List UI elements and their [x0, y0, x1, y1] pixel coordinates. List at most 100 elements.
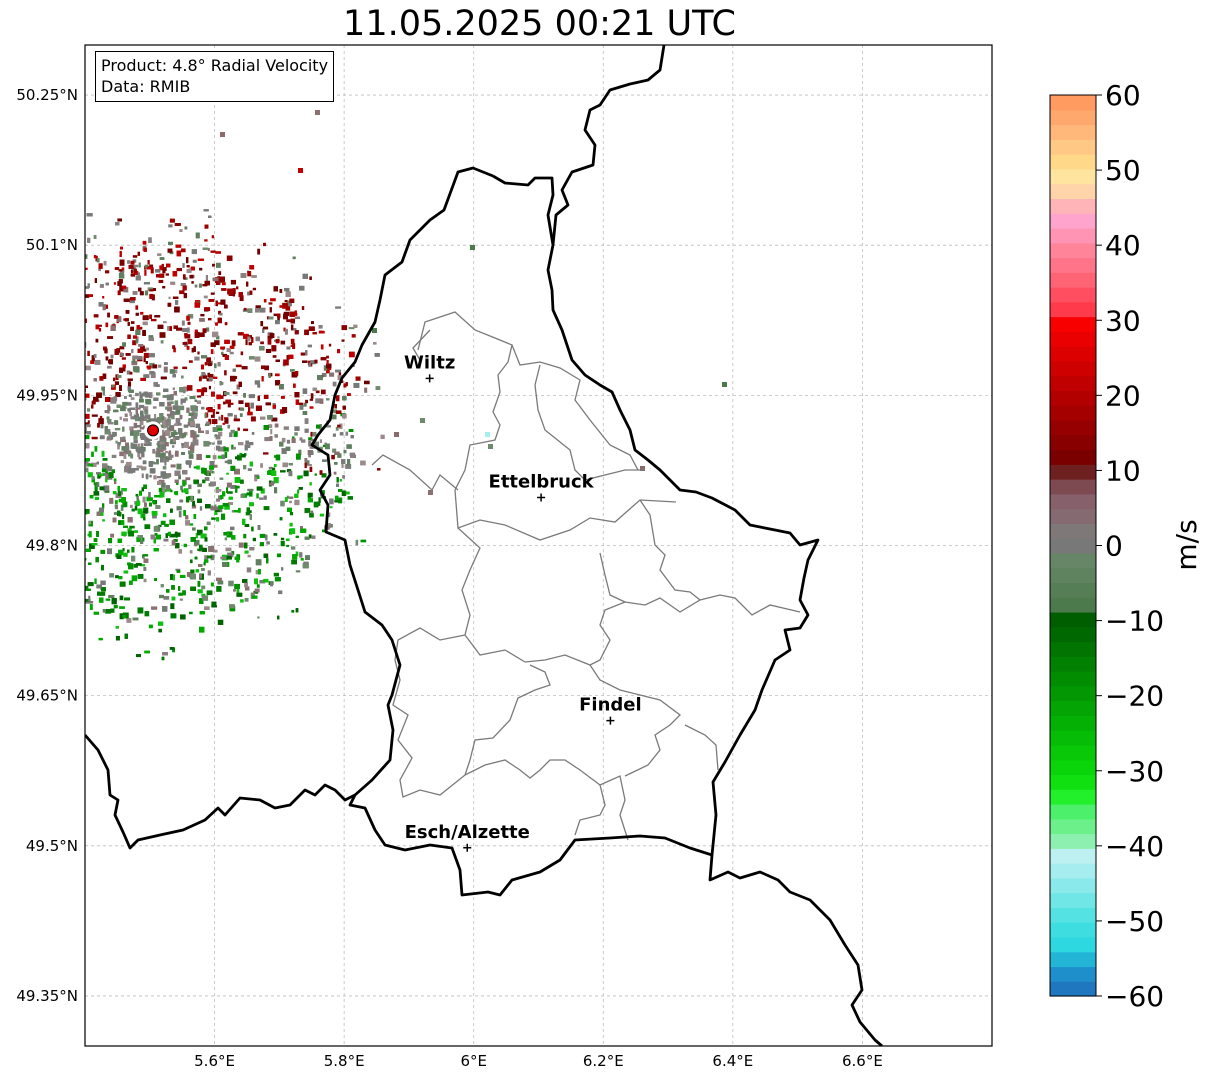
echo-pixel	[76, 440, 79, 443]
echo-pixel	[288, 462, 293, 466]
echo-pixel	[32, 323, 35, 327]
echo-pixel	[133, 530, 138, 533]
echo-pixel	[200, 313, 205, 317]
echo-pixel	[40, 352, 44, 357]
echo-pixel	[39, 577, 44, 582]
echo-pixel	[8, 452, 13, 454]
echo-pixel	[68, 494, 71, 499]
echo-pixel	[12, 447, 16, 453]
echo-pixel	[161, 416, 165, 422]
grid-lines	[85, 45, 992, 1046]
echo-pixel	[81, 457, 84, 461]
echo-pixel	[138, 457, 142, 460]
echo-pixel	[220, 346, 226, 350]
echo-pixel	[232, 368, 236, 372]
echo-pixel	[311, 321, 314, 325]
echo-pixel	[194, 329, 198, 333]
echo-pixel	[173, 325, 178, 329]
echo-pixel	[244, 307, 247, 311]
echo-pixel	[309, 512, 314, 518]
echo-pixel	[68, 463, 71, 466]
echo-pixel	[277, 615, 280, 620]
echo-pixel	[48, 277, 51, 282]
echo-pixel	[48, 277, 51, 282]
echo-pixel	[262, 328, 265, 333]
echo-pixel	[263, 425, 269, 430]
echo-pixel	[331, 454, 335, 460]
echo-pixel	[46, 454, 50, 460]
echo-pixel	[334, 462, 338, 465]
echo-pixel	[178, 474, 181, 480]
echo-pixel	[141, 473, 144, 479]
echo-pixel	[176, 327, 183, 331]
echo-pixel	[140, 377, 147, 381]
echo-pixel	[78, 516, 83, 518]
echo-pixel	[195, 532, 198, 539]
echo-pixel	[60, 360, 65, 366]
echo-pixel	[53, 314, 56, 316]
echo-pixel	[71, 271, 73, 276]
echo-pixel	[17, 340, 23, 343]
echo-pixel	[5, 341, 7, 347]
echo-pixel	[249, 290, 253, 295]
echo-pixel	[302, 273, 308, 279]
echo-pixel	[214, 363, 217, 369]
echo-pixel	[236, 556, 240, 563]
echo-pixel	[36, 569, 40, 572]
echo-pixel	[229, 345, 235, 349]
echo-pixel	[110, 608, 115, 613]
echo-pixel	[14, 566, 18, 570]
echo-pixel	[120, 489, 123, 495]
echo-pixel	[227, 491, 233, 494]
echo-pixel	[247, 271, 252, 277]
echo-pixel	[214, 504, 217, 508]
echo-pixel	[37, 323, 39, 328]
echo-pixel	[239, 295, 244, 302]
echo-pixel	[157, 324, 164, 329]
echo-pixel	[118, 498, 124, 503]
echo-pixel	[144, 264, 149, 269]
echo-pixel	[355, 376, 361, 381]
echo-pixel	[334, 500, 341, 503]
echo-pixel	[5, 341, 7, 347]
echo-pixel	[280, 540, 285, 547]
echo-pixel	[66, 601, 70, 606]
echo-pixel	[78, 267, 84, 271]
echo-pixel	[96, 461, 99, 465]
echo-pixel	[78, 267, 84, 271]
echo-pixel	[38, 319, 44, 324]
echo-pixel	[335, 306, 342, 309]
echo-pixel	[159, 332, 166, 338]
echo-pixel	[48, 359, 50, 362]
echo-pixel	[32, 589, 38, 594]
echo-pixel	[145, 435, 150, 442]
echo-pixel	[24, 527, 26, 532]
echo-pixel	[55, 280, 58, 286]
echo-pixel	[204, 280, 210, 286]
echo-pixel	[48, 532, 52, 536]
echo-pixel	[77, 312, 80, 316]
echo-pixel	[19, 512, 23, 517]
echo-pixel	[133, 422, 138, 429]
echo-pixel	[55, 511, 59, 517]
echo-pixel	[220, 495, 224, 499]
echo-pixel	[341, 380, 344, 383]
echo-pixel	[41, 435, 45, 438]
echo-pixel	[243, 465, 247, 470]
echo-pixel	[33, 555, 37, 558]
echo-pixel	[218, 271, 222, 275]
echo-pixel	[244, 550, 249, 554]
echo-pixel	[26, 433, 28, 437]
echo-pixel	[272, 467, 276, 471]
echo-pixel	[112, 431, 117, 437]
echo-pixel	[18, 414, 20, 417]
echo-pixel	[269, 333, 275, 338]
echo-pixel	[108, 359, 113, 365]
echo-pixel	[176, 250, 182, 257]
echo-pixel	[202, 479, 206, 484]
echo-pixel	[104, 429, 111, 435]
echo-pixel	[62, 494, 67, 500]
echo-pixel	[346, 459, 351, 466]
echo-pixel	[211, 419, 218, 424]
echo-pixel	[23, 298, 28, 302]
